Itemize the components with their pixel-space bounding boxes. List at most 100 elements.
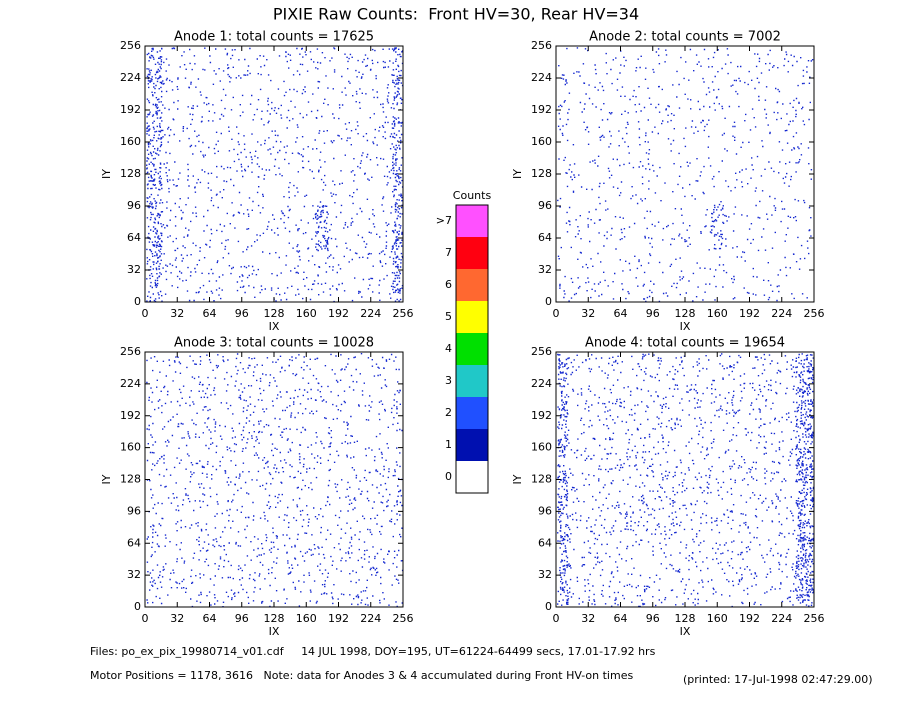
y-tick-label: 160 xyxy=(120,441,141,454)
y-tick-label: 64 xyxy=(127,231,141,244)
x-tick-label: 32 xyxy=(581,307,595,320)
colorbar-swatch xyxy=(456,429,488,461)
y-axis-label: IY xyxy=(100,169,113,179)
panel-title: Anode 1: total counts = 17625 xyxy=(174,30,374,45)
x-tick-label: 96 xyxy=(646,307,660,320)
y-tick-label: 192 xyxy=(531,103,552,116)
x-tick-label: 0 xyxy=(142,307,149,320)
y-tick-label: 160 xyxy=(531,441,552,454)
y-tick-label: 32 xyxy=(127,263,141,276)
x-tick-label: 256 xyxy=(393,612,414,625)
y-tick-label: 32 xyxy=(127,568,141,581)
plot-frame xyxy=(555,351,815,608)
x-tick-label: 224 xyxy=(771,307,792,320)
y-tick-label: 128 xyxy=(531,473,552,486)
x-tick-label: 32 xyxy=(170,612,184,625)
colorbar-swatch xyxy=(456,237,488,269)
colorbar-label: 4 xyxy=(445,342,452,355)
x-tick-label: 192 xyxy=(328,307,349,320)
y-tick-label: 0 xyxy=(134,600,141,613)
x-tick-label: 160 xyxy=(707,612,728,625)
x-tick-label: 192 xyxy=(739,307,760,320)
y-tick-label: 96 xyxy=(127,504,141,517)
x-axis-label: IX xyxy=(680,320,691,333)
colorbar-swatch xyxy=(456,301,488,333)
figure-title: PIXIE Raw Counts: Front HV=30, Rear HV=3… xyxy=(273,5,639,24)
x-tick-label: 224 xyxy=(771,612,792,625)
footer-files: Files: po_ex_pix_19980714_v01.cdf 14 JUL… xyxy=(90,645,656,658)
x-tick-label: 128 xyxy=(675,612,696,625)
colorbar-swatch xyxy=(456,365,488,397)
plot-frame xyxy=(144,351,404,608)
colorbar-label: 1 xyxy=(445,438,452,451)
count-texture xyxy=(146,353,404,608)
x-tick-label: 256 xyxy=(393,307,414,320)
y-tick-label: 256 xyxy=(120,39,141,52)
colorbar-swatch xyxy=(456,461,488,493)
x-tick-label: 224 xyxy=(360,307,381,320)
footer-printed: (printed: 17-Jul-1998 02:47:29.00) xyxy=(683,673,873,686)
colorbar-label: 3 xyxy=(445,374,452,387)
colorbar-label: 2 xyxy=(445,406,452,419)
count-texture xyxy=(557,47,814,303)
x-tick-label: 160 xyxy=(296,307,317,320)
x-tick-label: 128 xyxy=(264,612,285,625)
plot-frame xyxy=(555,45,815,303)
y-tick-label: 160 xyxy=(120,135,141,148)
y-tick-label: 96 xyxy=(538,199,552,212)
x-tick-label: 0 xyxy=(553,612,560,625)
y-tick-label: 0 xyxy=(134,295,141,308)
colorbar-swatch xyxy=(456,269,488,301)
y-tick-label: 128 xyxy=(531,167,552,180)
x-tick-label: 0 xyxy=(553,307,560,320)
y-tick-label: 128 xyxy=(120,473,141,486)
y-tick-label: 224 xyxy=(531,71,552,84)
panel-title: Anode 4: total counts = 19654 xyxy=(585,336,785,351)
x-tick-label: 64 xyxy=(614,612,628,625)
y-tick-label: 64 xyxy=(538,536,552,549)
x-tick-label: 32 xyxy=(581,612,595,625)
y-tick-label: 224 xyxy=(120,71,141,84)
x-tick-label: 224 xyxy=(360,612,381,625)
x-tick-label: 160 xyxy=(707,307,728,320)
x-tick-label: 96 xyxy=(646,612,660,625)
x-tick-label: 128 xyxy=(264,307,285,320)
count-texture xyxy=(146,47,404,303)
x-tick-label: 64 xyxy=(614,307,628,320)
y-tick-label: 96 xyxy=(538,504,552,517)
x-tick-label: 128 xyxy=(675,307,696,320)
y-tick-label: 32 xyxy=(538,263,552,276)
y-tick-label: 32 xyxy=(538,568,552,581)
colorbar-swatch xyxy=(456,205,488,237)
y-axis-label: IY xyxy=(511,169,524,179)
y-tick-label: 224 xyxy=(531,377,552,390)
colorbar-label: 6 xyxy=(445,278,452,291)
y-tick-label: 192 xyxy=(120,409,141,422)
x-tick-label: 96 xyxy=(235,612,249,625)
colorbar-frame xyxy=(455,204,489,494)
y-tick-label: 96 xyxy=(127,199,141,212)
y-tick-label: 192 xyxy=(531,409,552,422)
y-tick-label: 64 xyxy=(538,231,552,244)
colorbar-label: 0 xyxy=(445,470,452,483)
x-tick-label: 32 xyxy=(170,307,184,320)
colorbar-title: Counts xyxy=(453,189,492,202)
x-tick-label: 96 xyxy=(235,307,249,320)
footer-motor: Motor Positions = 1178, 3616 Note: data … xyxy=(90,669,633,682)
x-tick-label: 256 xyxy=(804,612,825,625)
x-tick-label: 192 xyxy=(328,612,349,625)
y-tick-label: 160 xyxy=(531,135,552,148)
colorbar-label: >7 xyxy=(436,214,452,227)
colorbar-swatch xyxy=(456,397,488,429)
y-axis-label: IY xyxy=(100,474,113,484)
y-tick-label: 192 xyxy=(120,103,141,116)
x-tick-label: 160 xyxy=(296,612,317,625)
x-tick-label: 64 xyxy=(203,307,217,320)
x-tick-label: 0 xyxy=(142,612,149,625)
panel-title: Anode 2: total counts = 7002 xyxy=(589,30,781,45)
y-tick-label: 128 xyxy=(120,167,141,180)
y-tick-label: 0 xyxy=(545,295,552,308)
x-axis-label: IX xyxy=(680,625,691,638)
y-tick-label: 224 xyxy=(120,377,141,390)
